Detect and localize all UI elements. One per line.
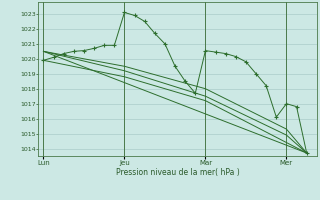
X-axis label: Pression niveau de la mer( hPa ): Pression niveau de la mer( hPa ) (116, 168, 239, 177)
